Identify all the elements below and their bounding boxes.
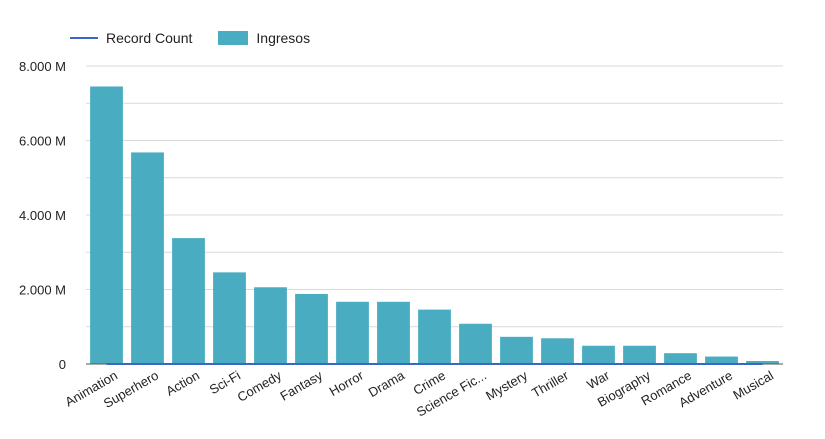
bar-war bbox=[582, 345, 615, 364]
x-tick-label: Fantasy bbox=[277, 367, 325, 403]
bar-horror bbox=[336, 301, 369, 364]
legend-item-record-count[interactable]: Record Count bbox=[70, 30, 192, 46]
y-tick-label: 6.000 M bbox=[19, 134, 66, 149]
bar-mystery bbox=[500, 336, 533, 364]
y-tick-label: 4.000 M bbox=[19, 208, 66, 223]
y-tick-label: 8.000 M bbox=[19, 59, 66, 74]
bar-superhero bbox=[131, 152, 164, 364]
x-tick-label: Thriller bbox=[529, 367, 571, 400]
chart-legend: Record Count Ingresos bbox=[70, 30, 336, 46]
x-tick-label: Horror bbox=[327, 367, 367, 399]
legend-bar-swatch bbox=[218, 31, 249, 45]
y-tick-label: 2.000 M bbox=[19, 283, 66, 298]
x-tick-label: Action bbox=[163, 368, 202, 399]
bar-sci-fi bbox=[213, 272, 246, 364]
bar-action bbox=[172, 238, 205, 364]
legend-label-ingresos: Ingresos bbox=[256, 30, 311, 46]
bar-science-fic bbox=[459, 323, 492, 364]
legend-label-record-count: Record Count bbox=[106, 30, 193, 46]
x-tick-label: Musical bbox=[730, 368, 776, 403]
bar-romance bbox=[664, 353, 697, 364]
bar-drama bbox=[377, 301, 410, 364]
bar-crime bbox=[418, 309, 451, 364]
bar-comedy bbox=[254, 287, 287, 364]
bar-adventure bbox=[705, 356, 738, 364]
legend-line-swatch bbox=[70, 37, 98, 39]
bar-fantasy bbox=[295, 293, 328, 364]
y-tick-label: 0 bbox=[59, 357, 66, 372]
bar-musical bbox=[746, 361, 779, 364]
x-tick-label: Drama bbox=[366, 367, 408, 400]
bar-thriller bbox=[541, 338, 574, 364]
bar-animation bbox=[90, 86, 123, 365]
x-tick-label: Mystery bbox=[483, 367, 530, 403]
legend-item-ingresos[interactable]: Ingresos bbox=[218, 30, 310, 46]
bar-biography bbox=[623, 345, 656, 364]
x-tick-label: Comedy bbox=[235, 367, 285, 404]
